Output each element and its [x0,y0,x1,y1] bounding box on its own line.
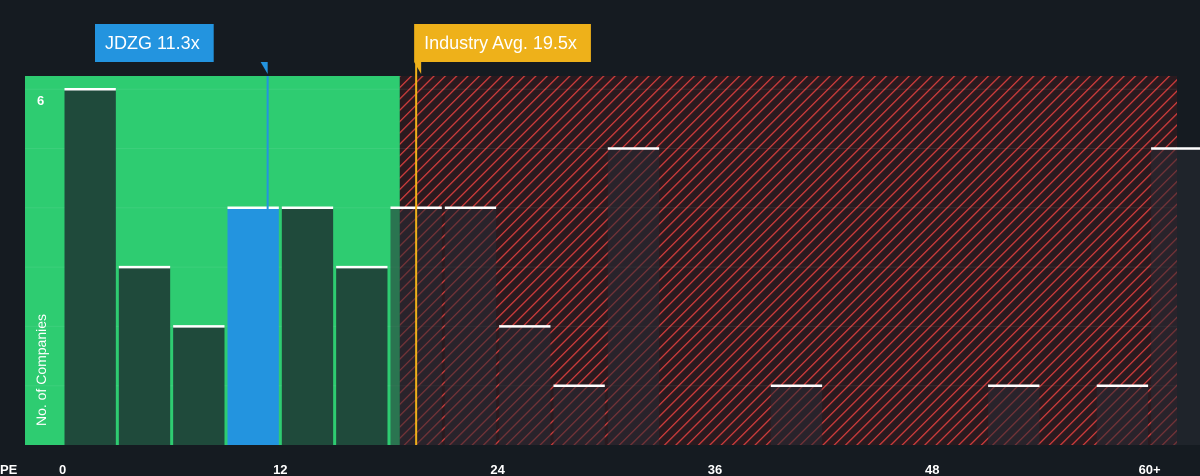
histogram-bar [118,267,171,445]
company-callout-label: JDZG 11.3x [105,33,200,53]
x-tick-label: 0 [59,462,66,476]
x-axis-label: PE [0,462,18,476]
histogram-bar [607,148,660,445]
industry-avg-callout-label: Industry Avg. 19.5x [424,33,577,53]
histogram-bar [770,385,823,445]
histogram-bar [336,267,388,445]
y-tick-label: 6 [37,93,44,108]
company-callout-box [95,24,214,62]
histogram-bar [499,326,551,445]
histogram-bar [173,326,225,445]
histogram-bar [64,89,116,445]
x-tick-label: 36 [708,462,722,476]
y-axis-label: No. of Companies [33,314,49,426]
industry-avg-callout-tail [414,62,422,74]
x-tick-label: 48 [925,462,939,476]
company-callout-tail [260,62,268,74]
company-callout: JDZG 11.3x [95,24,268,74]
industry-avg-callout: Industry Avg. 19.5x [414,24,591,74]
x-tick-label: 60+ [1139,462,1161,476]
x-tick-label: 12 [273,462,287,476]
x-tick-label: 24 [490,462,505,476]
industry-avg-callout-box [414,24,591,62]
histogram-bar [1096,385,1149,445]
histogram-bar [553,385,605,445]
x-ticks-group: 0 12 24 36 48 60+ [59,462,1161,476]
histogram-bar [444,207,497,445]
histogram-bar [1151,148,1200,445]
histogram-bar [281,207,334,445]
histogram-bar [227,207,279,445]
histogram-bar [988,385,1040,445]
